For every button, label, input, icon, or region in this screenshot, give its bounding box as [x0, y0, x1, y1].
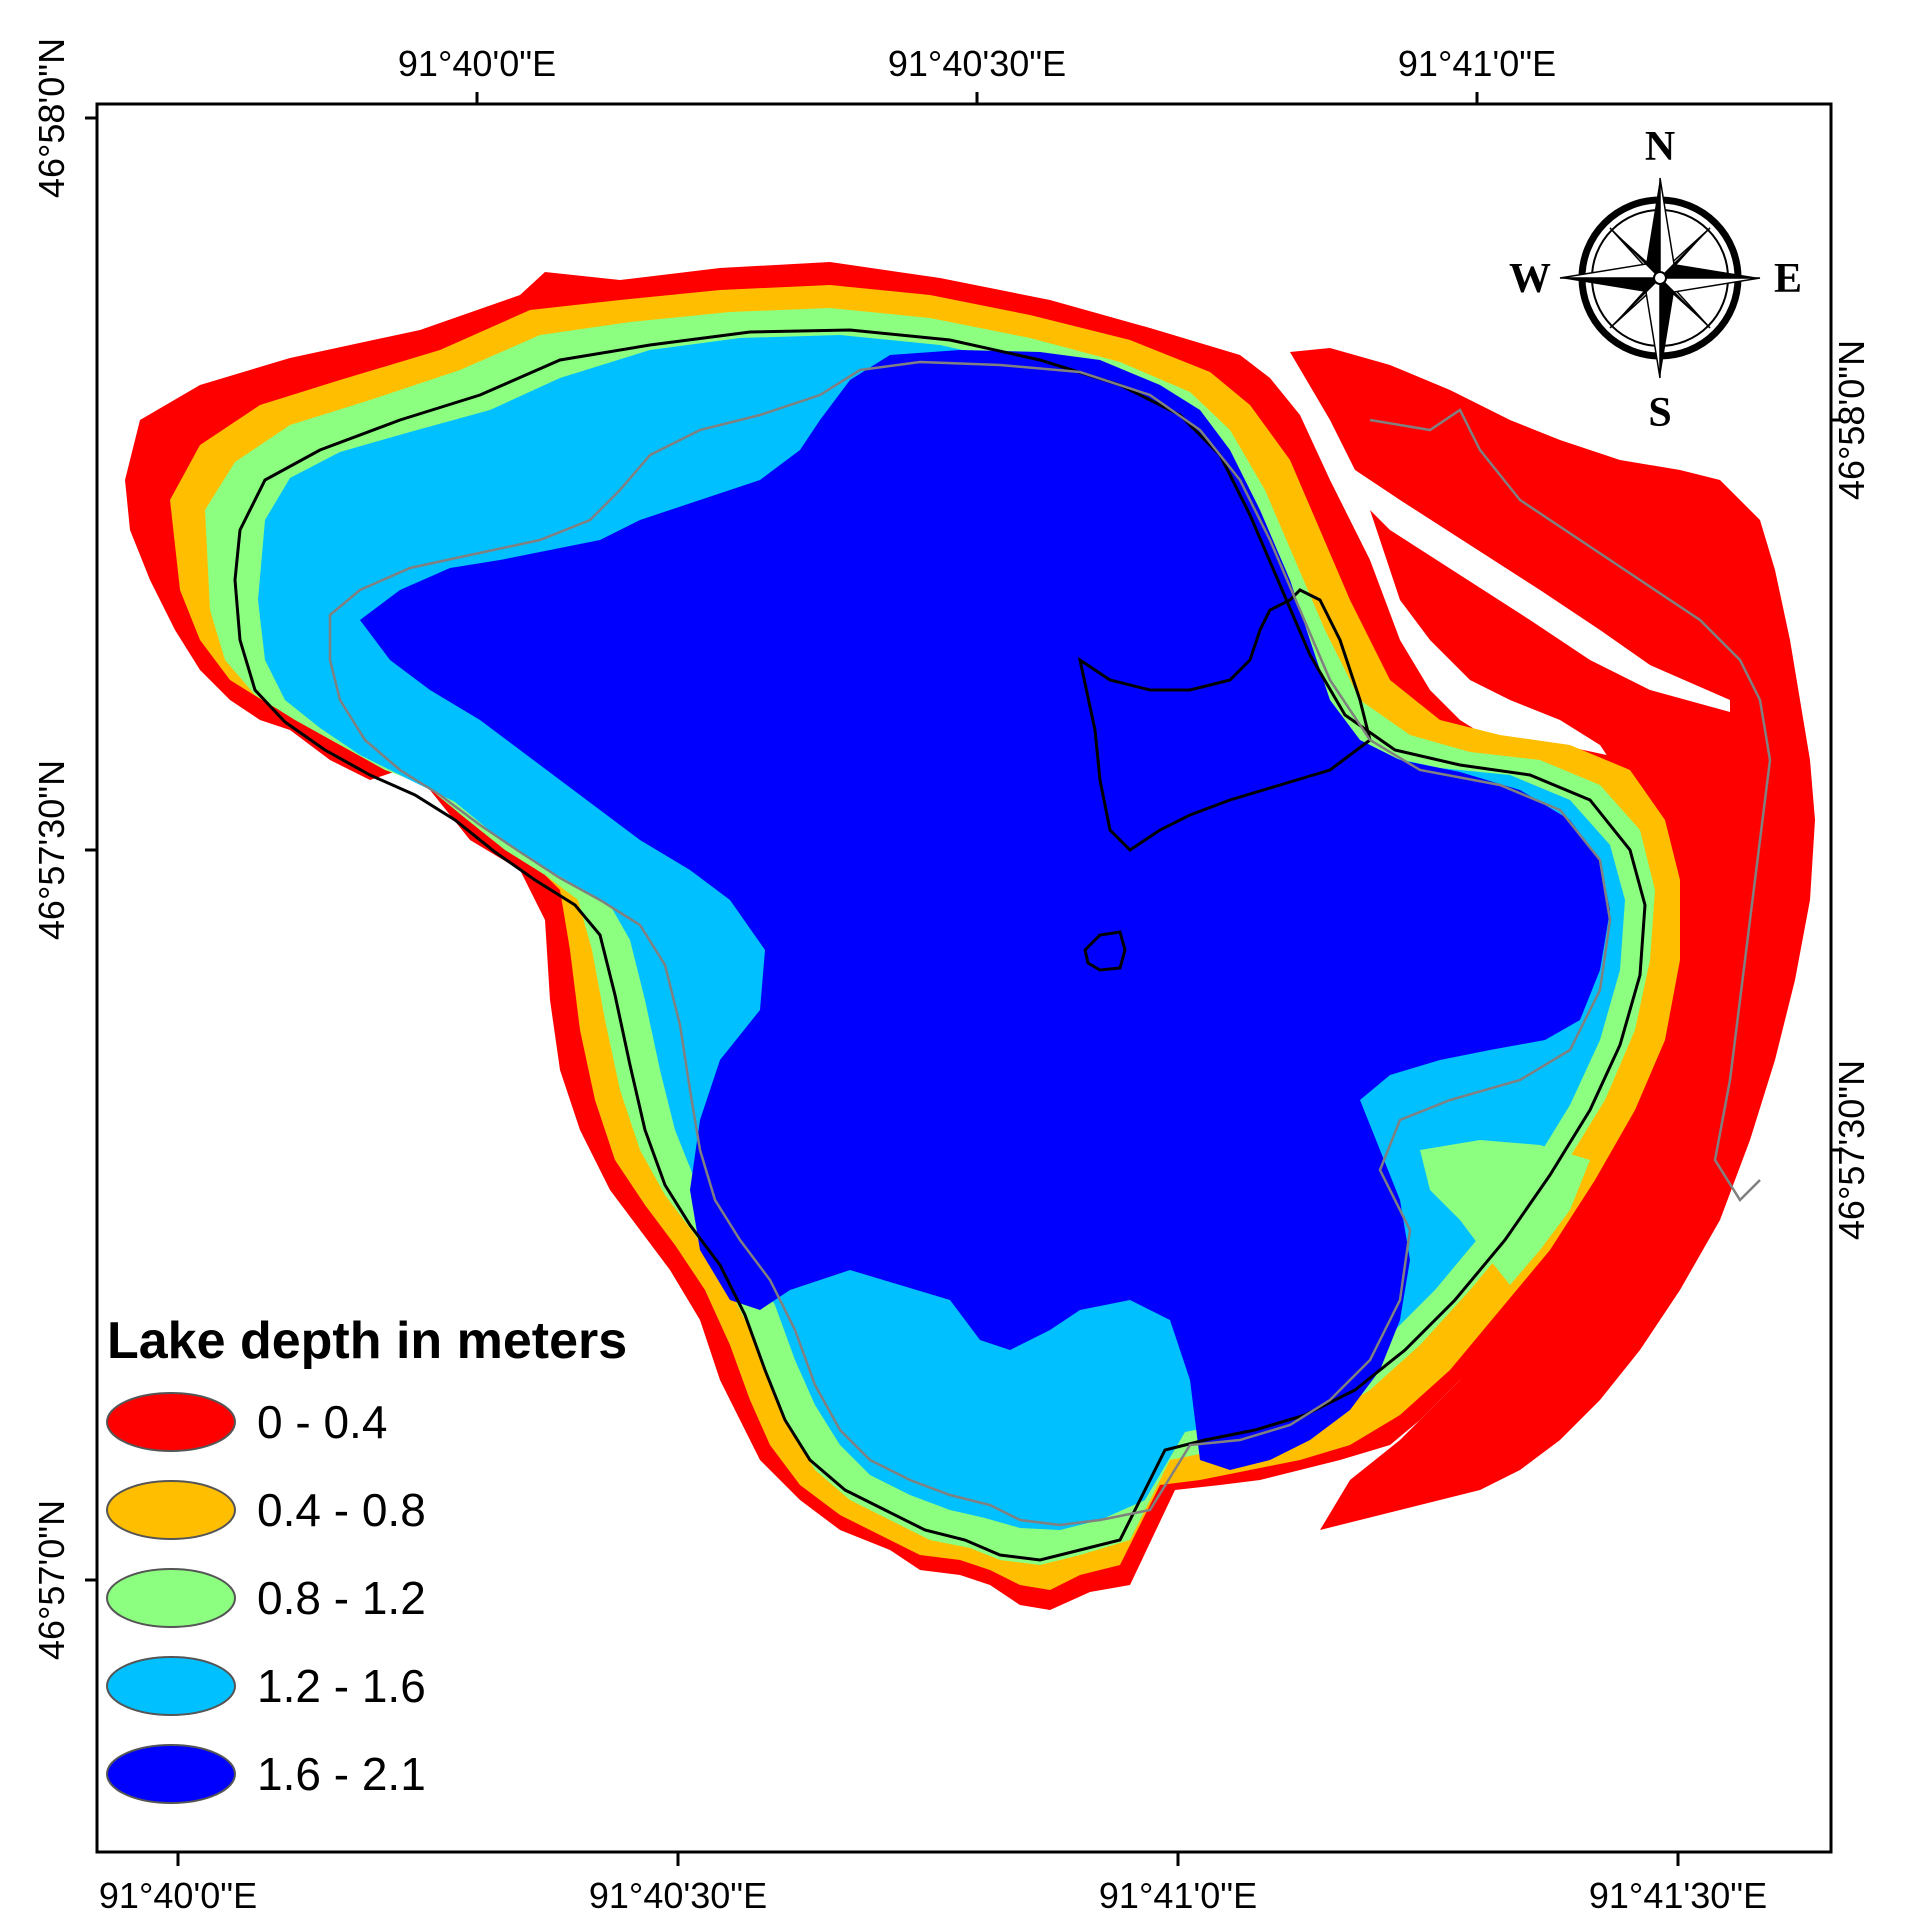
- top-tick-label-3: 91°41'0"E: [1398, 43, 1556, 84]
- depth-zone-1.6-2.1: [360, 350, 1610, 1470]
- top-tick-label-1: 91°40'0"E: [398, 43, 556, 84]
- left-tick-label-3: 46°57'0"N: [31, 1500, 72, 1660]
- lake-channel: [1340, 460, 1730, 712]
- legend-label-4: 1.2 - 1.6: [257, 1660, 426, 1712]
- bottom-tick-label-3: 91°41'0"E: [1099, 1875, 1257, 1916]
- legend-label-1: 0 - 0.4: [257, 1396, 387, 1448]
- compass-w: W: [1509, 256, 1551, 302]
- depth-zone-0-0.4-ne-lobe: [1290, 348, 1815, 1530]
- left-tick-label-1: 46°58'0"N: [31, 38, 72, 198]
- compass-n: N: [1645, 124, 1675, 170]
- left-tick-label-2: 46°57'30"N: [31, 760, 72, 940]
- top-tick-label-2: 91°40'30"E: [888, 43, 1066, 84]
- legend-label-3: 0.8 - 1.2: [257, 1572, 426, 1624]
- bottom-tick-label-2: 91°40'30"E: [589, 1875, 767, 1916]
- gray-contour: [328, 360, 1612, 1527]
- island-contour: [1077, 588, 1372, 852]
- legend-label-5: 1.6 - 2.1: [257, 1748, 426, 1800]
- legend-swatch-1: [106, 1392, 236, 1452]
- small-island-contour: [1083, 930, 1127, 972]
- legend-swatch-2: [106, 1480, 236, 1540]
- right-tick-label-1: 46°58'0"N: [1831, 340, 1872, 500]
- compass-rose-icon: N S E W: [1509, 124, 1802, 436]
- right-tick-label-2: 46°57'30"N: [1831, 1060, 1872, 1240]
- ne-lobe-gray-contour: [1369, 408, 1772, 1202]
- legend-swatch-4: [106, 1656, 236, 1716]
- compass-s: S: [1648, 390, 1671, 436]
- legend-label-2: 0.4 - 0.8: [257, 1484, 426, 1536]
- legend: Lake depth in meters 0 - 0.4 0.4 - 0.8 0.8…: [106, 1312, 627, 1804]
- bottom-ticks: 91°40'0"E 91°40'30"E 91°41'0"E 91°41'30"…: [99, 1852, 1767, 1916]
- compass-e: E: [1774, 256, 1802, 302]
- legend-title: Lake depth in meters: [107, 1312, 627, 1370]
- left-ticks: 46°58'0"N 46°57'30"N 46°57'0"N: [31, 38, 97, 1660]
- bottom-tick-label-4: 91°41'30"E: [1589, 1875, 1767, 1916]
- legend-swatch-5: [106, 1744, 236, 1804]
- lake-contours: [233, 328, 1772, 1562]
- top-ticks: 91°40'0"E 91°40'30"E 91°41'0"E: [398, 43, 1556, 104]
- lake-depth-zones: [125, 262, 1815, 1610]
- bottom-tick-label-1: 91°40'0"E: [99, 1875, 257, 1916]
- legend-swatch-3: [106, 1568, 236, 1628]
- right-ticks: 46°58'0"N 46°57'30"N: [1831, 340, 1872, 1240]
